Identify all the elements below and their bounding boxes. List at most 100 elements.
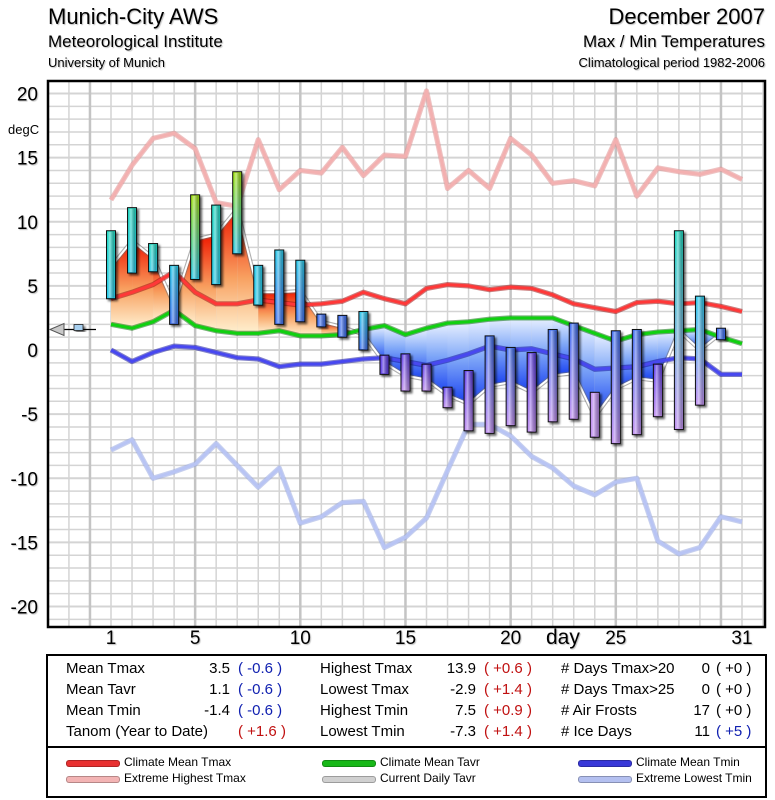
y-tick-label: -10	[11, 469, 38, 490]
legend-label: Climate Mean Tmin	[636, 755, 740, 769]
daily-temp-bar-highlight	[444, 388, 452, 407]
daily-temp-bar-highlight	[149, 244, 157, 271]
daily-temp-bar-highlight	[296, 261, 304, 321]
stat-label: Tanom (Year to Date)	[66, 723, 209, 740]
stats-panel: Mean Tmax 3.5 ( -0.6 ) Mean Tavr 1.1 ( -0.6 )…	[46, 654, 767, 746]
legend-label: Climate Mean Tmax	[124, 755, 232, 769]
subject-title: Max / Min Temperatures	[582, 32, 765, 51]
x-tick-label: 1	[106, 628, 117, 649]
daily-temp-bar-highlight	[338, 316, 346, 337]
stat-label: Mean Tmax	[66, 660, 145, 677]
stat-anomaly: ( +1.4 )	[484, 681, 532, 698]
stat-label: Highest Tmin	[320, 702, 409, 719]
stat-label: Highest Tmax	[320, 660, 413, 677]
x-tick-label: 5	[190, 628, 201, 649]
cold-anomaly-fill	[510, 317, 532, 393]
stat-anomaly: ( -0.6 )	[238, 702, 283, 719]
university-title: University of Munich	[48, 55, 166, 70]
x-tick-label: 20	[500, 628, 521, 649]
y-tick-label: -15	[11, 533, 38, 554]
daily-temp-bar-highlight	[380, 356, 388, 374]
daily-temp-bar-highlight	[696, 297, 704, 405]
ytd-arrow-icon	[48, 322, 65, 337]
daily-temp-bar-highlight	[507, 348, 515, 425]
station-title: Munich-City AWS	[48, 4, 219, 29]
stat-anomaly: ( +0 )	[716, 681, 752, 698]
y-tick-label: 15	[17, 149, 38, 170]
plot-frame	[46, 79, 767, 629]
stat-value: 0	[701, 660, 710, 677]
daily-temp-bar-highlight	[654, 365, 662, 416]
daily-temp-bar-highlight	[612, 331, 620, 443]
stat-anomaly: ( +0 )	[716, 702, 752, 719]
stat-label: Mean Tmin	[66, 702, 141, 719]
daily-temp-bar-highlight	[359, 312, 367, 349]
x-axis-label: day	[546, 626, 580, 649]
stat-anomaly: ( -0.6 )	[238, 681, 283, 698]
daily-temp-bar-highlight	[570, 324, 578, 419]
extreme-lowest-tmin-line	[110, 422, 743, 556]
stat-value: 13.9	[446, 660, 476, 677]
y-tick-label: 0	[27, 341, 38, 362]
climate-mean-tmax-line	[110, 270, 743, 314]
daily-temp-bar-highlight	[317, 315, 325, 326]
x-tick-label: 25	[605, 628, 626, 649]
daily-temp-bar-highlight	[675, 231, 683, 429]
institute-title: Meteorological Institute	[48, 32, 223, 51]
warm-anomaly-fill	[195, 234, 217, 331]
y-tick-label: 10	[17, 213, 38, 234]
cold-anomaly-fill	[573, 325, 595, 417]
stat-label: Mean Tavr	[66, 681, 136, 698]
legend-swatch	[322, 776, 376, 783]
legend-label: Current Daily Tavr	[380, 771, 476, 785]
daily-temp-bar-highlight	[191, 195, 199, 279]
daily-temp-bar-highlight	[212, 206, 220, 284]
stat-value: 17	[693, 702, 710, 719]
x-tick-label: 31	[731, 628, 752, 649]
cold-anomaly-fill	[636, 332, 658, 381]
daily-temp-bar-highlight	[465, 371, 473, 430]
stat-anomaly: ( +0.6 )	[484, 660, 532, 677]
cold-anomaly-fill	[531, 317, 553, 393]
stat-label: # Air Frosts	[561, 702, 637, 719]
stat-anomaly: ( +1.6 )	[238, 723, 286, 740]
stat-label: Lowest Tmax	[320, 681, 409, 698]
stat-label: Lowest Tmin	[320, 723, 405, 740]
warm-anomaly-fill	[132, 240, 154, 329]
daily-temp-bar-highlight	[423, 365, 430, 391]
cold-anomaly-fill	[594, 333, 616, 417]
daily-temp-bar-highlight	[486, 336, 494, 433]
stat-value: 7.5	[455, 702, 476, 719]
stat-anomaly: ( +0 )	[716, 660, 752, 677]
legend-label: Extreme Highest Tmax	[124, 771, 246, 785]
stat-anomaly: ( +1.4 )	[484, 723, 532, 740]
daily-temp-bar-highlight	[254, 266, 262, 305]
ytd-anomaly-bar	[73, 324, 84, 331]
period-title: December 2007	[608, 4, 765, 29]
daily-temp-bar-highlight	[107, 231, 115, 298]
daily-temp-bar-highlight	[170, 266, 178, 324]
cold-anomaly-fill	[489, 317, 511, 386]
daily-temp-bar-highlight	[128, 208, 136, 273]
legend-swatch	[578, 776, 632, 783]
year-to-date-marker	[48, 322, 96, 337]
extreme-highest-tmax-line	[109, 89, 743, 208]
x-tick-label: 15	[395, 628, 416, 649]
x-tick-label: 10	[290, 628, 311, 649]
y-axis-label: degC	[8, 122, 39, 137]
daily-temp-bar-highlight	[233, 172, 241, 253]
legend-label: Extreme Lowest Tmin	[636, 771, 752, 785]
legend-swatch	[66, 760, 120, 767]
cold-anomaly-fill	[426, 323, 448, 395]
daily-temp-bar-highlight	[591, 393, 599, 437]
y-tick-label: -20	[11, 598, 38, 619]
stat-value: 0	[701, 681, 710, 698]
y-tick-label: 5	[27, 277, 38, 298]
cold-anomaly-fill	[447, 321, 469, 404]
y-tick-label: 20	[17, 85, 38, 106]
stat-anomaly: ( +0.9 )	[484, 702, 532, 719]
daily-temp-bar-highlight	[275, 250, 283, 324]
stat-value: -7.3	[450, 723, 476, 740]
daily-temp-bar-highlight	[528, 353, 536, 432]
